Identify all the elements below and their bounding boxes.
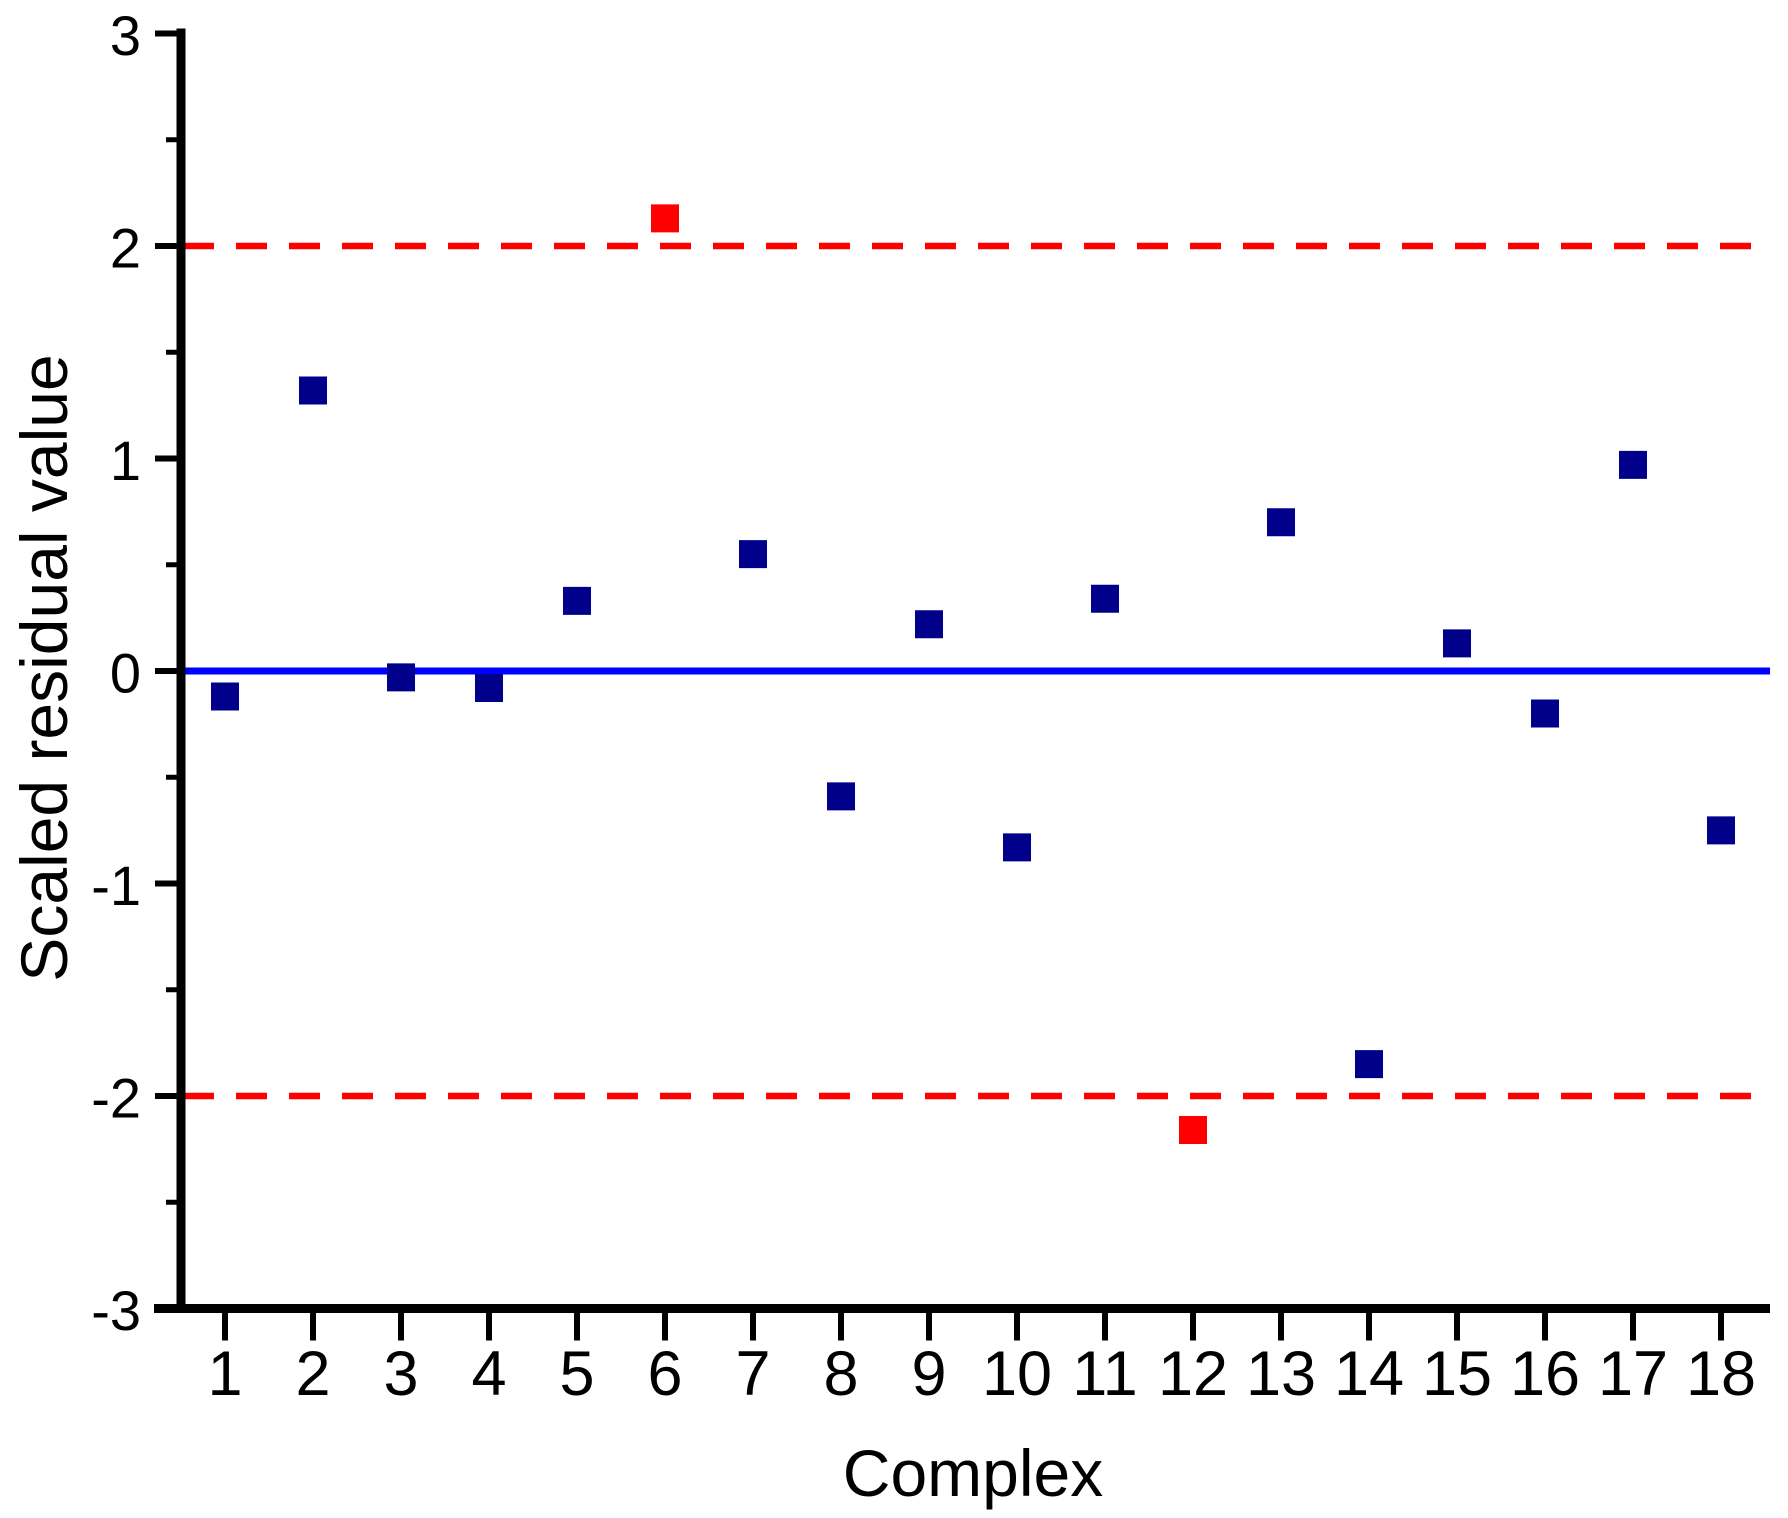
x-tick-label: 18 <box>1686 1339 1756 1409</box>
x-tick-label: 13 <box>1246 1339 1316 1409</box>
x-tick-label: 11 <box>1072 1339 1137 1409</box>
x-tick-label: 7 <box>735 1339 770 1409</box>
x-tick-label: 9 <box>911 1339 946 1409</box>
data-point-marker <box>1443 629 1471 658</box>
y-tick-label: 2 <box>110 217 141 280</box>
y-tick-label: 3 <box>110 4 141 67</box>
data-point-marker <box>475 674 503 702</box>
data-point-marker <box>1707 816 1735 845</box>
data-point-marker <box>299 376 327 405</box>
x-tick-label: 8 <box>823 1339 858 1409</box>
data-point-marker <box>1355 1050 1383 1079</box>
x-axis-title: Complex <box>843 1436 1103 1510</box>
x-tick-label: 10 <box>982 1339 1052 1409</box>
y-tick-label: -2 <box>91 1067 141 1130</box>
x-tick-label: 15 <box>1422 1339 1492 1409</box>
x-tick-label: 17 <box>1598 1339 1668 1409</box>
x-tick-label: 16 <box>1510 1339 1580 1409</box>
data-point-marker <box>827 782 855 811</box>
data-point-marker <box>1619 450 1647 479</box>
y-tick-label: 1 <box>110 429 141 492</box>
data-point-marker <box>387 663 415 692</box>
data-point-marker <box>211 682 239 711</box>
x-tick-label: 14 <box>1334 1339 1404 1409</box>
data-point-marker <box>563 586 591 615</box>
data-point-marker <box>1267 508 1295 537</box>
data-point-marker <box>1091 584 1119 613</box>
data-point-marker-outlier <box>1179 1116 1207 1144</box>
x-tick-label: 12 <box>1158 1339 1228 1409</box>
x-tick-label: 5 <box>559 1339 594 1409</box>
y-tick-label: 0 <box>110 642 141 705</box>
x-tick-label: 2 <box>295 1339 330 1409</box>
data-point-marker-outlier <box>651 204 679 233</box>
x-tick-label: 4 <box>471 1339 506 1409</box>
data-point-marker <box>1531 699 1559 728</box>
x-tick-label: 3 <box>383 1339 418 1409</box>
x-tick-label: 6 <box>647 1339 682 1409</box>
data-point-marker <box>739 540 767 569</box>
y-tick-label: -3 <box>91 1279 141 1342</box>
y-axis-title: Scaled residual value <box>7 354 81 981</box>
data-point-marker <box>1003 833 1031 862</box>
data-point-marker <box>915 610 943 639</box>
x-tick-label: 1 <box>207 1339 242 1409</box>
y-tick-label: -1 <box>91 854 141 917</box>
